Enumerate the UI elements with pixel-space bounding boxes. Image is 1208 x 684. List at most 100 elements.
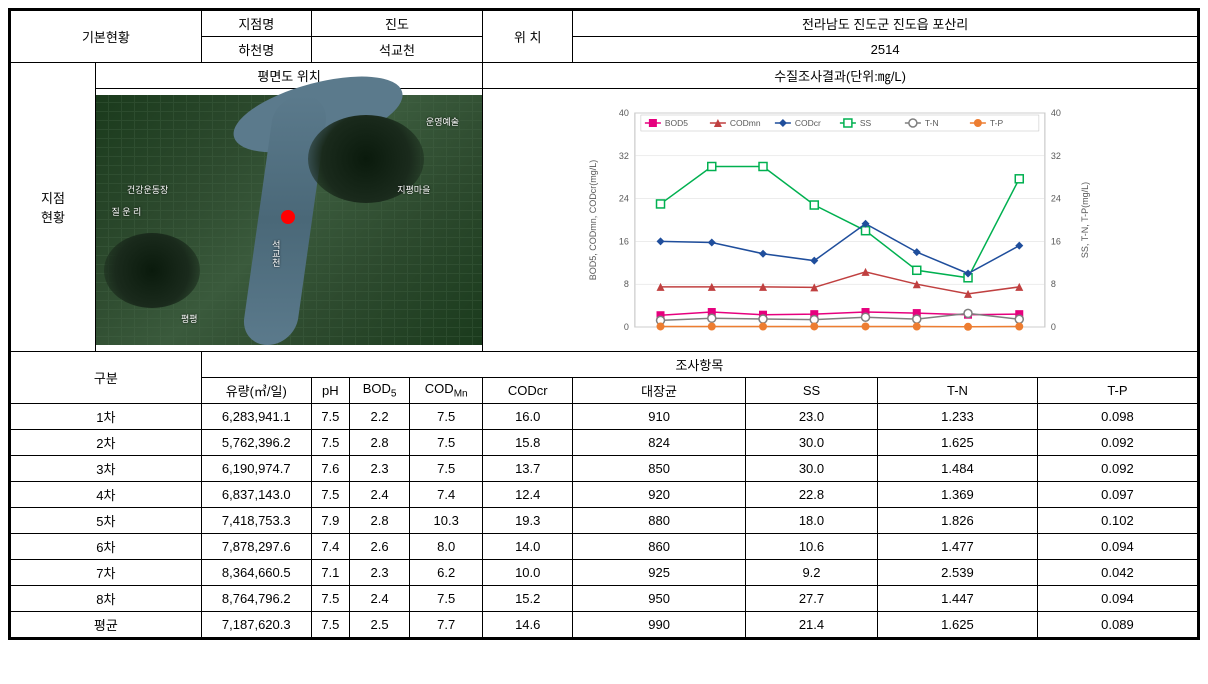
- column-header: BOD5: [349, 378, 409, 404]
- table-cell: 10.0: [483, 560, 573, 586]
- location-value-2: 2514: [573, 37, 1198, 63]
- column-header: pH: [311, 378, 349, 404]
- table-cell: 2.3: [349, 456, 409, 482]
- table-cell: 14.0: [483, 534, 573, 560]
- table-cell: 1.447: [878, 586, 1038, 612]
- svg-text:24: 24: [619, 194, 629, 204]
- water-quality-chart: 00881616242432324040BOD5, CODmn, CODcr(m…: [489, 95, 1191, 345]
- table-row: 6차7,878,297.67.42.68.014.086010.61.4770.…: [11, 534, 1198, 560]
- row-label: 5차: [11, 508, 202, 534]
- table-cell: 7.5: [410, 586, 483, 612]
- map-label: 석교천: [270, 240, 283, 267]
- table-cell: 7.9: [311, 508, 349, 534]
- table-cell: 860: [573, 534, 746, 560]
- table-cell: 7.5: [311, 482, 349, 508]
- column-header: T-P: [1037, 378, 1197, 404]
- table-cell: 0.094: [1037, 586, 1197, 612]
- table-cell: 8,364,660.5: [201, 560, 311, 586]
- svg-text:CODcr: CODcr: [795, 118, 821, 128]
- point-name-label: 지점명: [201, 11, 311, 37]
- table-cell: 0.092: [1037, 456, 1197, 482]
- svg-text:SS: SS: [860, 118, 872, 128]
- table-row: 1차6,283,941.17.52.27.516.091023.01.2330.…: [11, 404, 1198, 430]
- map-label: 질 운 리: [111, 205, 141, 218]
- table-cell: 0.094: [1037, 534, 1197, 560]
- svg-text:8: 8: [624, 279, 629, 289]
- table-row: 7차8,364,660.57.12.36.210.09259.22.5390.0…: [11, 560, 1198, 586]
- table-cell: 14.6: [483, 612, 573, 638]
- visual-row: 건강운동장 질 운 리 지평마을 평평 운영예술 석교천 00881616242…: [11, 89, 1198, 352]
- table-row: 3차6,190,974.77.62.37.513.785030.01.4840.…: [11, 456, 1198, 482]
- row-label: 3차: [11, 456, 202, 482]
- svg-text:16: 16: [619, 236, 629, 246]
- svg-text:40: 40: [1051, 108, 1061, 118]
- svg-text:0: 0: [1051, 322, 1056, 332]
- chart-cell: 00881616242432324040BOD5, CODmn, CODcr(m…: [483, 89, 1198, 352]
- table-cell: 2.3: [349, 560, 409, 586]
- table-cell: 920: [573, 482, 746, 508]
- table-cell: 1.477: [878, 534, 1038, 560]
- section-title-row: 지점 현황 평면도 위치 수질조사결과(단위:㎎/L): [11, 63, 1198, 89]
- table-cell: 1.826: [878, 508, 1038, 534]
- table-cell: 0.042: [1037, 560, 1197, 586]
- table-cell: 1.369: [878, 482, 1038, 508]
- location-label: 위 치: [483, 11, 573, 63]
- table-cell: 7.5: [311, 404, 349, 430]
- svg-text:BOD5, CODmn, CODcr(mg/L): BOD5, CODmn, CODcr(mg/L): [588, 160, 598, 281]
- table-cell: 5,762,396.2: [201, 430, 311, 456]
- svg-text:24: 24: [1051, 194, 1061, 204]
- table-row: 5차7,418,753.37.92.810.319.388018.01.8260…: [11, 508, 1198, 534]
- table-cell: 10.6: [745, 534, 877, 560]
- table-cell: 2.8: [349, 508, 409, 534]
- table-row: 8차8,764,796.27.52.47.515.295027.71.4470.…: [11, 586, 1198, 612]
- column-header: 유량(㎥/일): [201, 378, 311, 404]
- gubun-label: 구분: [11, 352, 202, 404]
- table-cell: 6,283,941.1: [201, 404, 311, 430]
- table-cell: 6.2: [410, 560, 483, 586]
- table-cell: 30.0: [745, 430, 877, 456]
- table-cell: 7.5: [410, 404, 483, 430]
- location-value-1: 전라남도 진도군 진도읍 포산리: [573, 11, 1198, 37]
- table-cell: 2.5: [349, 612, 409, 638]
- svg-text:32: 32: [619, 151, 629, 161]
- table-cell: 15.2: [483, 586, 573, 612]
- table-row: 4차6,837,143.07.52.47.412.492022.81.3690.…: [11, 482, 1198, 508]
- table-cell: 7.6: [311, 456, 349, 482]
- table-cell: 27.7: [745, 586, 877, 612]
- table-row: 2차5,762,396.27.52.87.515.882430.01.6250.…: [11, 430, 1198, 456]
- table-row: 평균7,187,620.37.52.57.714.699021.41.6250.…: [11, 612, 1198, 638]
- basic-status-label: 기본현황: [11, 11, 202, 63]
- table-cell: 7.5: [410, 430, 483, 456]
- svg-text:T-P: T-P: [990, 118, 1004, 128]
- table-cell: 13.7: [483, 456, 573, 482]
- map-label: 건강운동장: [127, 183, 168, 196]
- table-cell: 16.0: [483, 404, 573, 430]
- table-cell: 2.4: [349, 482, 409, 508]
- table-cell: 18.0: [745, 508, 877, 534]
- table-cell: 0.089: [1037, 612, 1197, 638]
- column-header: 대장균: [573, 378, 746, 404]
- svg-text:16: 16: [1051, 236, 1061, 246]
- table-cell: 12.4: [483, 482, 573, 508]
- river-name-label: 하천명: [201, 37, 311, 63]
- table-cell: 23.0: [745, 404, 877, 430]
- survey-items-label: 조사항목: [201, 352, 1197, 378]
- table-cell: 9.2: [745, 560, 877, 586]
- table-cell: 880: [573, 508, 746, 534]
- table-cell: 7,418,753.3: [201, 508, 311, 534]
- map-label: 평평: [181, 312, 198, 325]
- row-label: 2차: [11, 430, 202, 456]
- table-cell: 0.097: [1037, 482, 1197, 508]
- chart-title: 수질조사결과(단위:㎎/L): [483, 63, 1198, 89]
- row-label: 4차: [11, 482, 202, 508]
- table-cell: 7.1: [311, 560, 349, 586]
- report-container: 기본현황 지점명 진도 위 치 전라남도 진도군 진도읍 포산리 하천명 석교천…: [8, 8, 1200, 640]
- table-cell: 1.625: [878, 612, 1038, 638]
- row-label: 8차: [11, 586, 202, 612]
- svg-text:BOD5: BOD5: [665, 118, 688, 128]
- table-cell: 30.0: [745, 456, 877, 482]
- svg-text:8: 8: [1051, 279, 1056, 289]
- table-cell: 2.6: [349, 534, 409, 560]
- table-cell: 22.8: [745, 482, 877, 508]
- table-cell: 990: [573, 612, 746, 638]
